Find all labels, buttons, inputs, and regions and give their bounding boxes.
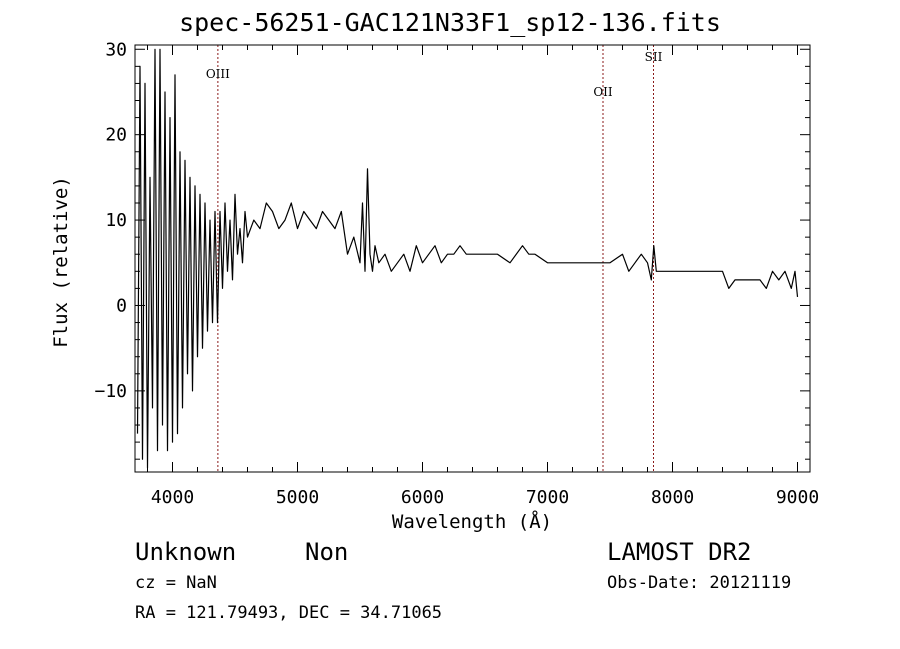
y-tick-label: 30 xyxy=(105,39,127,60)
spectrum-series xyxy=(136,48,799,469)
y-axis-label: Flux (relative) xyxy=(50,176,72,348)
line-marker-label: SII xyxy=(645,50,663,64)
y-tick-label: −10 xyxy=(94,381,127,402)
x-tick-label: 5000 xyxy=(276,487,319,508)
x-tick-label: 9000 xyxy=(776,487,819,508)
object-subclass: Non xyxy=(305,538,349,566)
observation-date: Obs-Date: 20121119 xyxy=(607,573,792,593)
x-tick-label: 6000 xyxy=(401,487,444,508)
survey-name: LAMOST DR2 xyxy=(607,538,752,566)
plot-frame xyxy=(134,44,811,473)
x-tick-label: 4000 xyxy=(151,487,194,508)
line-markers: OIII OII SII xyxy=(206,45,663,472)
spectrum-line xyxy=(136,48,799,469)
y-tick-label: 10 xyxy=(105,210,127,231)
line-marker-label: OII xyxy=(593,85,613,99)
y-tick-label: 0 xyxy=(116,295,127,316)
x-axis-label: Wavelength (Å) xyxy=(392,510,552,533)
y-tick-label: 20 xyxy=(105,125,127,146)
axis-ticks xyxy=(135,45,810,472)
chart-title: spec-56251-GAC121N33F1_sp12-136.fits xyxy=(179,8,721,37)
ra-dec-coordinates: RA = 121.79493, DEC = 34.71065 xyxy=(135,603,443,623)
line-marker-label: OIII xyxy=(206,67,230,81)
object-class: Unknown xyxy=(135,538,237,566)
x-tick-label: 8000 xyxy=(651,487,694,508)
redshift-cz: cz = NaN xyxy=(135,573,217,593)
axis-tick-labels: 4000 5000 6000 7000 8000 9000 −10 0 10 20 30 xyxy=(94,39,819,508)
x-tick-label: 7000 xyxy=(526,487,569,508)
